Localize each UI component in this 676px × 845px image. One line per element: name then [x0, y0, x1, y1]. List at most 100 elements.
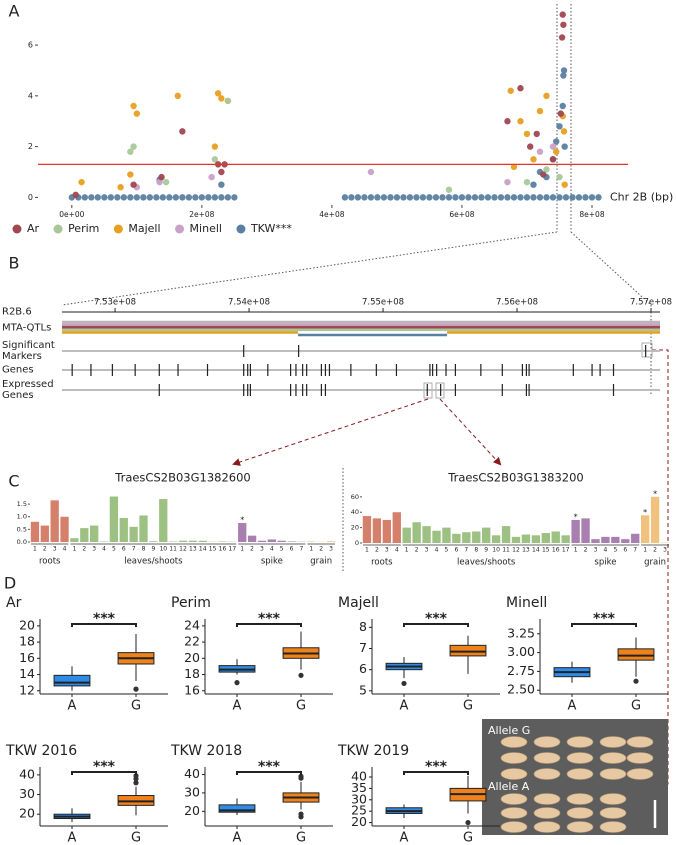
bar: [511, 536, 521, 543]
y-tick-label: 8: [359, 619, 367, 634]
point: [530, 156, 537, 163]
x-tick-label: 3: [53, 546, 57, 553]
bar: [581, 518, 590, 543]
y-tick-label: 20: [19, 806, 35, 821]
point: [172, 194, 180, 201]
point: [158, 173, 165, 181]
grain: [599, 821, 627, 833]
bar: [640, 515, 650, 543]
point: [140, 194, 147, 201]
bar: [501, 526, 511, 543]
x-tick-label: 3: [663, 547, 667, 554]
point: [130, 102, 137, 110]
x-tick-label: 6: [290, 546, 294, 553]
grain: [599, 768, 627, 780]
grain: [533, 736, 561, 748]
grain: [533, 793, 561, 805]
point: [159, 194, 167, 201]
grain: [566, 793, 594, 805]
x-tick-label: 13: [522, 547, 530, 554]
x-tick-label: 2: [43, 546, 47, 553]
y-tick-label: 20: [184, 650, 200, 665]
point: [231, 194, 238, 201]
point: [400, 194, 407, 201]
x-tick-label: 1: [574, 547, 578, 554]
x-tick-label: 1: [240, 546, 244, 553]
bar: [541, 533, 550, 543]
outlier: [133, 780, 139, 786]
point: [101, 194, 108, 201]
point: [179, 194, 186, 201]
point: [208, 173, 215, 181]
bar: [238, 523, 247, 542]
grain: [500, 793, 528, 805]
point: [432, 194, 440, 201]
legend-label: Perim: [68, 222, 99, 235]
point: [549, 194, 557, 201]
value-label: *: [574, 512, 578, 521]
point: [218, 168, 225, 176]
significance-bracket: [236, 623, 302, 627]
legend-label: Minell: [190, 222, 222, 235]
grain: [533, 752, 561, 764]
y-tick-label: 16: [184, 682, 200, 697]
x-tick-label: 3: [92, 546, 96, 553]
x-tick-label: A: [568, 699, 577, 714]
x-tick-label: 10: [492, 547, 500, 554]
x-tick-label: 12: [179, 546, 187, 553]
x-tick-label: 1: [73, 546, 77, 553]
outlier: [633, 678, 639, 684]
bar: [168, 541, 178, 542]
y-tick-label: 40: [351, 508, 359, 516]
point: [523, 178, 531, 186]
point: [527, 143, 534, 150]
value-label: *: [643, 508, 647, 517]
point: [341, 194, 349, 201]
outlier: [298, 773, 304, 779]
grain: [533, 821, 561, 833]
box: [617, 648, 655, 661]
point: [406, 194, 414, 201]
x-tick-label: 7.54e+08: [228, 298, 270, 308]
grain: [599, 807, 627, 819]
significance-bracket: [403, 623, 469, 627]
x-tick-label: 2: [250, 546, 254, 553]
point: [471, 194, 479, 201]
grain-photo: Allele G Allele A: [482, 719, 668, 835]
bar: [40, 525, 49, 542]
significance-bracket: [236, 771, 302, 775]
zoom-guides: [61, 4, 652, 572]
bar: [551, 531, 560, 543]
point: [205, 194, 212, 201]
x-tick-label: 7.53e+08: [94, 298, 136, 308]
point: [458, 194, 466, 201]
bar: [621, 539, 630, 543]
bar: [307, 541, 316, 542]
x-tick-label: G: [296, 699, 306, 714]
x-tick-label: 1: [643, 547, 647, 554]
point: [478, 194, 485, 201]
point: [530, 181, 537, 188]
bar: [139, 515, 148, 542]
point: [562, 194, 570, 201]
significance-label: ***: [425, 759, 448, 775]
grain: [500, 768, 528, 780]
bar: [277, 540, 286, 542]
x-tick-label: 7: [464, 547, 468, 554]
bar: [109, 496, 119, 542]
point: [166, 194, 173, 201]
point: [560, 72, 567, 79]
outlier: [298, 811, 304, 817]
grain: [626, 768, 654, 780]
point: [543, 92, 550, 100]
track-label: R2B.6: [2, 306, 32, 318]
y-tick-label: 22: [184, 634, 200, 649]
bar: [482, 527, 491, 543]
chart-title: Perim: [171, 595, 211, 611]
y-tick-label: 1.5: [17, 500, 27, 508]
x-tick-label: 3: [425, 547, 429, 554]
y-tick-label: 30: [351, 791, 367, 806]
x-tick-label: 1: [365, 547, 369, 554]
point: [211, 156, 219, 163]
point: [558, 34, 566, 41]
